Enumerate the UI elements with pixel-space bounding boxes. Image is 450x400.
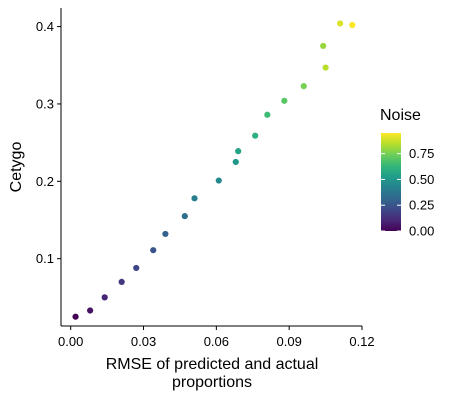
legend-tick-label: 0.00 xyxy=(409,224,434,239)
data-point xyxy=(87,307,94,314)
legend-tick-label: 0.50 xyxy=(409,172,434,187)
x-axis-title-line2: proportions xyxy=(172,374,252,391)
data-point xyxy=(337,20,344,27)
y-tick-label: 0.3 xyxy=(36,96,54,111)
data-point xyxy=(191,195,198,202)
data-point xyxy=(320,42,327,50)
data-point xyxy=(133,264,140,272)
y-tick-label: 0.1 xyxy=(36,251,54,266)
data-point xyxy=(281,97,288,104)
data-point xyxy=(322,64,329,71)
x-tick-label: 0.03 xyxy=(131,334,156,349)
data-point xyxy=(150,247,157,254)
data-point xyxy=(72,313,79,320)
data-point xyxy=(252,132,259,139)
x-tick-label: 0.00 xyxy=(58,334,83,349)
data-point xyxy=(162,230,169,238)
data-point xyxy=(101,294,108,301)
x-tick-label: 0.12 xyxy=(349,334,374,349)
data-point xyxy=(181,213,188,220)
data-point xyxy=(264,111,271,118)
legend-title: Noise xyxy=(380,107,421,124)
y-axis-ticks: 0.1 0.2 0.3 0.4 xyxy=(36,19,61,266)
data-point xyxy=(215,177,222,184)
color-legend: Noise 0.00 0.25 0.50 0.75 xyxy=(380,107,434,239)
y-tick-label: 0.4 xyxy=(36,19,54,34)
data-point xyxy=(235,148,242,155)
legend-tick-label: 0.25 xyxy=(409,198,434,213)
x-tick-label: 0.09 xyxy=(277,334,302,349)
x-axis-title: RMSE of predicted and actual xyxy=(106,356,319,373)
legend-colorbar xyxy=(381,133,401,231)
x-tick-label: 0.06 xyxy=(204,334,229,349)
data-points xyxy=(72,20,356,320)
y-axis-title: Cetygo xyxy=(8,142,25,193)
x-axis-ticks: 0.00 0.03 0.06 0.09 0.12 xyxy=(58,326,375,349)
data-point xyxy=(232,158,239,166)
legend-tick-label: 0.75 xyxy=(409,146,434,161)
data-point xyxy=(300,83,307,90)
legend-ticks: 0.00 0.25 0.50 0.75 xyxy=(381,146,434,239)
data-point xyxy=(349,21,356,29)
y-tick-label: 0.2 xyxy=(36,174,54,189)
data-point xyxy=(118,278,125,285)
